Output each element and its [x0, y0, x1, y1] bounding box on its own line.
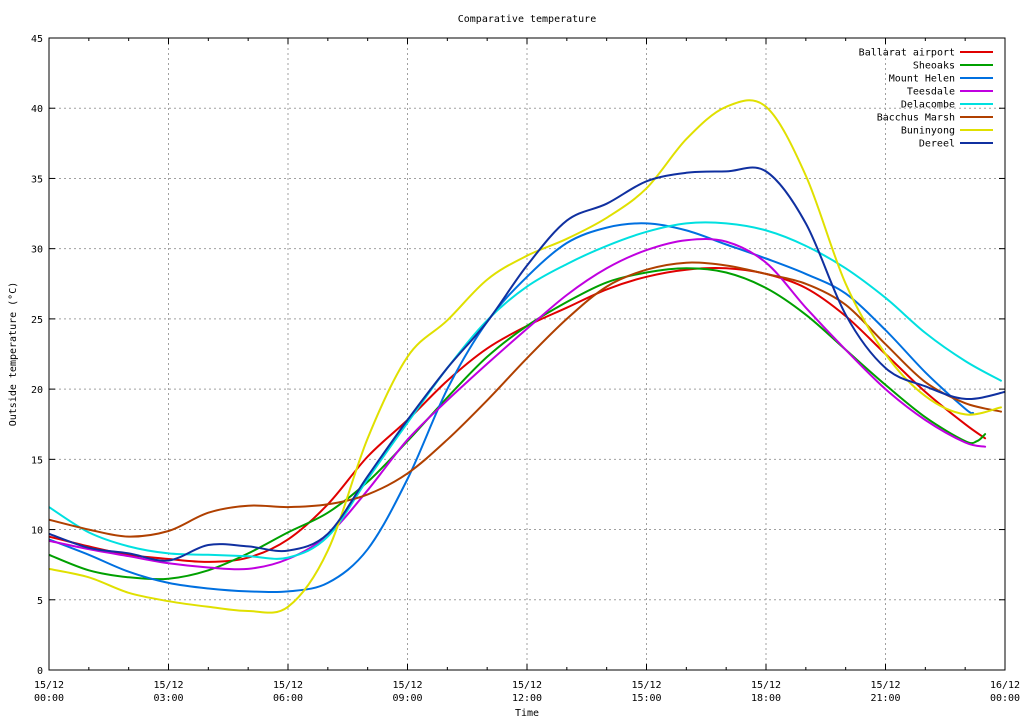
x-tick-label-date: 15/12 [631, 680, 661, 691]
y-tick-label: 10 [31, 526, 43, 537]
series-line-bacchus-marsh [49, 261, 1002, 538]
legend-label-buninyong: Buninyong [901, 126, 955, 137]
y-tick-label: 35 [31, 174, 43, 185]
x-tick-label-time: 15:00 [631, 693, 661, 704]
x-tick-label-date: 15/12 [153, 680, 183, 691]
y-tick-label: 45 [31, 34, 43, 45]
x-tick-label-time: 00:00 [990, 693, 1020, 704]
y-tick-label: 0 [37, 666, 43, 677]
legend-label-ballarat-airport: Ballarat airport [859, 48, 955, 59]
legend-label-sheoaks: Sheoaks [913, 61, 955, 72]
y-tick-label: 15 [31, 455, 43, 466]
x-tick-label-time: 03:00 [153, 693, 183, 704]
y-tick-label: 30 [31, 245, 43, 256]
legend-label-dereel: Dereel [919, 139, 955, 150]
series-line-delacombe [49, 221, 1002, 560]
x-tick-label-time: 12:00 [512, 693, 542, 704]
y-tick-label: 40 [31, 104, 43, 115]
plot-frame [48, 37, 1006, 671]
x-tick-label-date: 15/12 [34, 680, 64, 691]
x-tick-label-date: 15/12 [273, 680, 303, 691]
x-tick-label-time: 09:00 [392, 693, 422, 704]
grid-lines [49, 38, 1005, 670]
x-tick-label-time: 18:00 [751, 693, 781, 704]
x-tick-label-date: 15/12 [512, 680, 542, 691]
chart-title: Comparative temperature [458, 14, 596, 25]
legend-label-bacchus-marsh: Bacchus Marsh [877, 113, 955, 124]
x-tick-label-date: 16/12 [990, 680, 1020, 691]
x-tick-label-time: 21:00 [870, 693, 900, 704]
series-line-teesdale [49, 237, 987, 571]
x-tick-label-date: 15/12 [392, 680, 422, 691]
legend-label-delacombe: Delacombe [901, 100, 955, 111]
y-tick-label: 20 [31, 385, 43, 396]
x-tick-label-time: 06:00 [273, 693, 303, 704]
series-line-dereel [49, 166, 1005, 562]
legend-label-mount-helen: Mount Helen [889, 74, 955, 85]
series-line-buninyong [49, 99, 1002, 614]
series-line-sheoaks [49, 267, 987, 581]
legend-label-teesdale: Teesdale [907, 87, 955, 98]
series-line-mount-helen [49, 222, 975, 594]
series-lines [49, 99, 1005, 614]
y-axis-label: Outside temperature (°C) [8, 282, 19, 427]
x-tick-label-time: 00:00 [34, 693, 64, 704]
x-axis-label: Time [515, 708, 539, 719]
axis-ticks: 0 5 10 15 20 25 30 35 40 45 15/12 00:00 15/12 03:00 15… [31, 34, 1020, 704]
y-tick-label: 5 [37, 596, 43, 607]
legend: Ballarat airport Sheoaks Mount Helen Teesda… [859, 48, 993, 150]
y-tick-label: 25 [31, 315, 43, 326]
x-tick-label-date: 15/12 [870, 680, 900, 691]
x-tick-label-date: 15/12 [751, 680, 781, 691]
